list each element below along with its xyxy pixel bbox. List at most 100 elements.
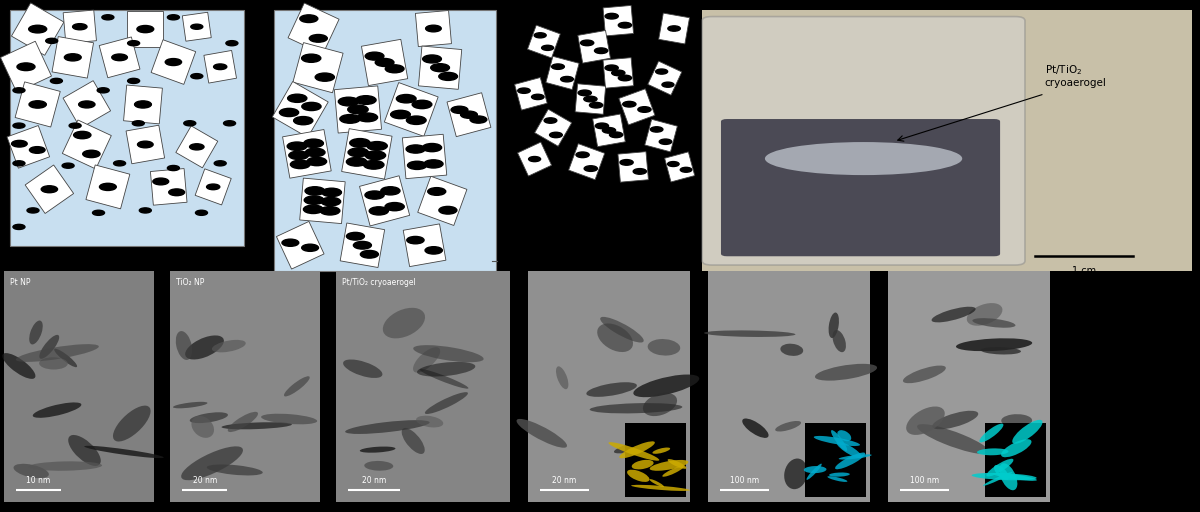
Ellipse shape [648,339,680,355]
Circle shape [348,148,368,157]
Polygon shape [126,125,164,164]
Bar [702,10,1192,271]
Polygon shape [64,81,110,128]
Ellipse shape [832,430,847,451]
Circle shape [100,183,116,190]
Ellipse shape [29,461,102,471]
Circle shape [667,162,679,166]
Circle shape [29,101,47,108]
Circle shape [348,105,368,114]
Ellipse shape [173,402,208,408]
Circle shape [578,90,592,96]
Polygon shape [569,144,605,180]
Ellipse shape [634,374,700,397]
Circle shape [365,52,384,60]
Ellipse shape [972,473,1037,480]
Circle shape [353,242,372,249]
Ellipse shape [228,412,258,432]
Circle shape [294,117,313,125]
Circle shape [167,165,180,170]
Circle shape [680,167,692,172]
Ellipse shape [284,376,310,396]
Circle shape [302,102,322,111]
Polygon shape [150,168,187,205]
Ellipse shape [181,446,242,480]
Ellipse shape [206,464,263,476]
Ellipse shape [425,392,468,414]
Text: 1 cm: 1 cm [1072,266,1096,276]
Circle shape [623,101,636,107]
Circle shape [134,101,151,108]
Ellipse shape [1013,420,1043,444]
Circle shape [517,88,530,93]
Polygon shape [515,77,547,110]
Circle shape [127,78,139,83]
Circle shape [385,203,404,211]
Polygon shape [282,130,331,178]
Circle shape [618,23,631,28]
Polygon shape [288,3,340,54]
Circle shape [431,63,450,72]
Polygon shape [272,81,329,137]
Polygon shape [575,84,606,114]
Ellipse shape [980,347,1021,354]
Ellipse shape [804,466,827,473]
Circle shape [618,75,631,81]
Circle shape [29,25,47,33]
Circle shape [427,187,445,195]
Bar [170,271,320,502]
Polygon shape [402,134,446,179]
Ellipse shape [2,353,36,379]
Circle shape [365,191,384,199]
Circle shape [650,127,662,132]
Polygon shape [276,221,324,269]
Ellipse shape [608,442,659,461]
Circle shape [112,54,127,60]
Circle shape [638,106,652,112]
Circle shape [426,25,442,32]
Circle shape [73,132,91,139]
Circle shape [406,145,425,153]
Circle shape [13,123,25,128]
Circle shape [127,40,139,46]
Circle shape [425,247,443,254]
Bar [888,271,1050,502]
Circle shape [439,72,457,80]
Circle shape [380,187,400,195]
Circle shape [358,113,378,122]
Circle shape [290,160,310,168]
Ellipse shape [346,420,430,434]
Circle shape [226,40,238,46]
Circle shape [412,100,432,109]
Circle shape [41,186,58,193]
Ellipse shape [983,472,1013,486]
Circle shape [620,160,634,165]
Circle shape [422,55,442,63]
Circle shape [367,142,388,151]
Ellipse shape [994,465,1009,480]
Ellipse shape [986,459,1014,477]
Circle shape [184,121,196,126]
Ellipse shape [383,308,425,338]
Circle shape [365,151,385,160]
Circle shape [364,160,384,169]
Circle shape [532,94,544,99]
Circle shape [301,54,320,62]
Circle shape [30,146,46,153]
Ellipse shape [967,303,1002,326]
Circle shape [662,82,674,87]
Polygon shape [659,13,690,44]
Circle shape [191,24,203,29]
Circle shape [552,64,564,69]
Circle shape [347,232,365,240]
Polygon shape [618,152,648,182]
Circle shape [288,94,307,102]
Ellipse shape [631,485,690,491]
Circle shape [79,101,95,108]
Circle shape [215,161,227,166]
Ellipse shape [113,406,150,441]
Ellipse shape [902,366,946,383]
Ellipse shape [828,312,839,338]
Ellipse shape [977,449,1008,455]
Ellipse shape [628,470,649,482]
